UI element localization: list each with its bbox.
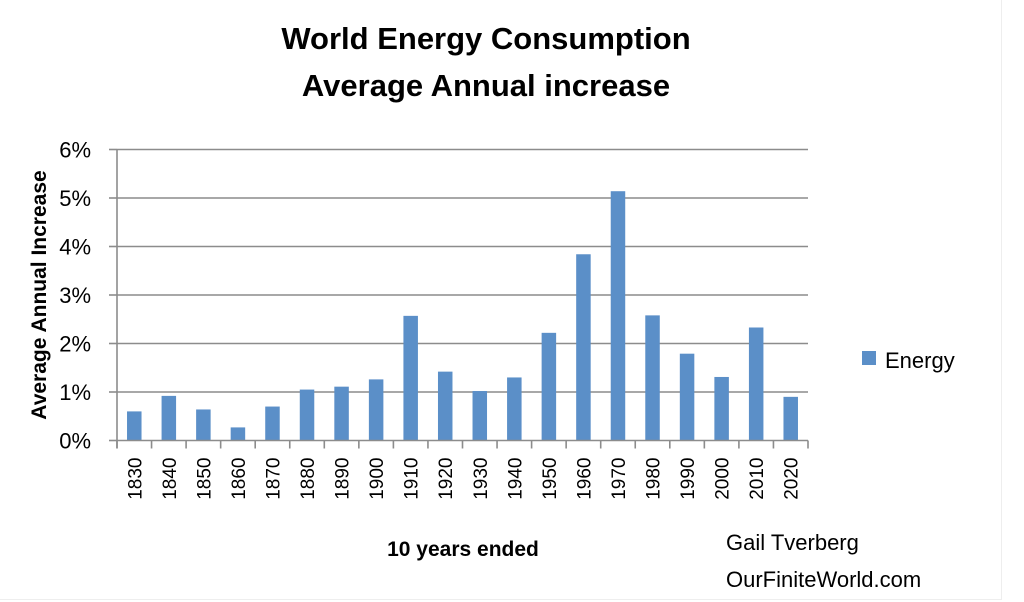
chart-subtitle: Average Annual increase bbox=[302, 68, 670, 103]
x-tick-label: 1990 bbox=[678, 458, 699, 500]
bar-2000 bbox=[714, 376, 729, 441]
x-tick-label: 1850 bbox=[194, 458, 215, 500]
x-axis-title: 10 years ended bbox=[387, 538, 539, 561]
bar-1970 bbox=[610, 191, 626, 441]
x-tick-label: 1920 bbox=[436, 458, 457, 500]
bar-1850 bbox=[196, 409, 211, 441]
x-tick-label: 1980 bbox=[644, 458, 665, 500]
legend: Energy bbox=[862, 348, 955, 373]
author-credit: Gail Tverberg bbox=[726, 530, 859, 555]
bar-1940 bbox=[507, 377, 522, 441]
x-tick-label: 1970 bbox=[609, 458, 630, 500]
bar-1950 bbox=[541, 332, 557, 441]
bar-1860 bbox=[230, 427, 246, 441]
x-tick-label: 1860 bbox=[229, 458, 250, 500]
axes bbox=[116, 149, 808, 449]
y-tick-label: 4% bbox=[59, 235, 91, 260]
bar-1890 bbox=[334, 386, 349, 441]
y-tick-label: 5% bbox=[59, 186, 91, 211]
gridlines bbox=[117, 148, 808, 393]
x-tick-label: 1930 bbox=[471, 458, 492, 500]
y-tick-label: 6% bbox=[59, 138, 91, 163]
bar-1980 bbox=[645, 315, 660, 441]
x-tick-label: 1900 bbox=[367, 458, 388, 500]
website-credit: OurFiniteWorld.com bbox=[726, 567, 921, 592]
x-tick-label: 2020 bbox=[782, 458, 803, 500]
bar-1870 bbox=[265, 406, 280, 441]
y-tick-label: 3% bbox=[59, 283, 91, 308]
x-tick-label: 1950 bbox=[540, 458, 561, 500]
x-tick-label: 1880 bbox=[298, 458, 319, 500]
chart-title: World Energy Consumption bbox=[281, 21, 690, 56]
bar-1920 bbox=[437, 371, 453, 441]
bar-2020 bbox=[783, 396, 798, 441]
bars bbox=[127, 191, 798, 441]
bar-1900 bbox=[368, 379, 384, 441]
bar-2010 bbox=[748, 327, 764, 441]
y-axis-ticks: 0% 1% 2% 3% 4% 5% 6% bbox=[59, 138, 117, 454]
x-axis-ticks: 1830 1840 1850 1860 1870 1880 1890 1900 1910 1920… bbox=[116, 440, 809, 500]
x-tick-label: 2010 bbox=[747, 458, 768, 500]
x-tick-label: 1890 bbox=[333, 458, 354, 500]
x-tick-label: 2000 bbox=[713, 458, 734, 500]
y-tick-label: 2% bbox=[59, 332, 91, 357]
bar-1910 bbox=[403, 315, 418, 441]
legend-label-energy: Energy bbox=[885, 348, 955, 373]
bar-1880 bbox=[299, 389, 315, 441]
bar-1830 bbox=[127, 411, 142, 441]
bar-1840 bbox=[161, 395, 177, 441]
bar-1990 bbox=[679, 353, 695, 441]
bar-1930 bbox=[472, 391, 488, 441]
y-tick-label: 1% bbox=[59, 380, 91, 405]
chart-frame: World Energy Consumption Average Annual … bbox=[0, 0, 1002, 600]
x-tick-label: 1870 bbox=[263, 458, 284, 500]
x-tick-label: 1910 bbox=[402, 458, 423, 500]
x-tick-label: 1960 bbox=[574, 458, 595, 500]
y-axis-title: Average Annual Increase bbox=[28, 170, 51, 419]
x-tick-label: 1830 bbox=[125, 458, 146, 500]
x-tick-label: 1840 bbox=[160, 458, 181, 500]
x-tick-label: 1940 bbox=[505, 458, 526, 500]
bar-1960 bbox=[576, 254, 591, 441]
legend-swatch-energy bbox=[862, 351, 876, 365]
y-tick-label: 0% bbox=[59, 429, 91, 454]
